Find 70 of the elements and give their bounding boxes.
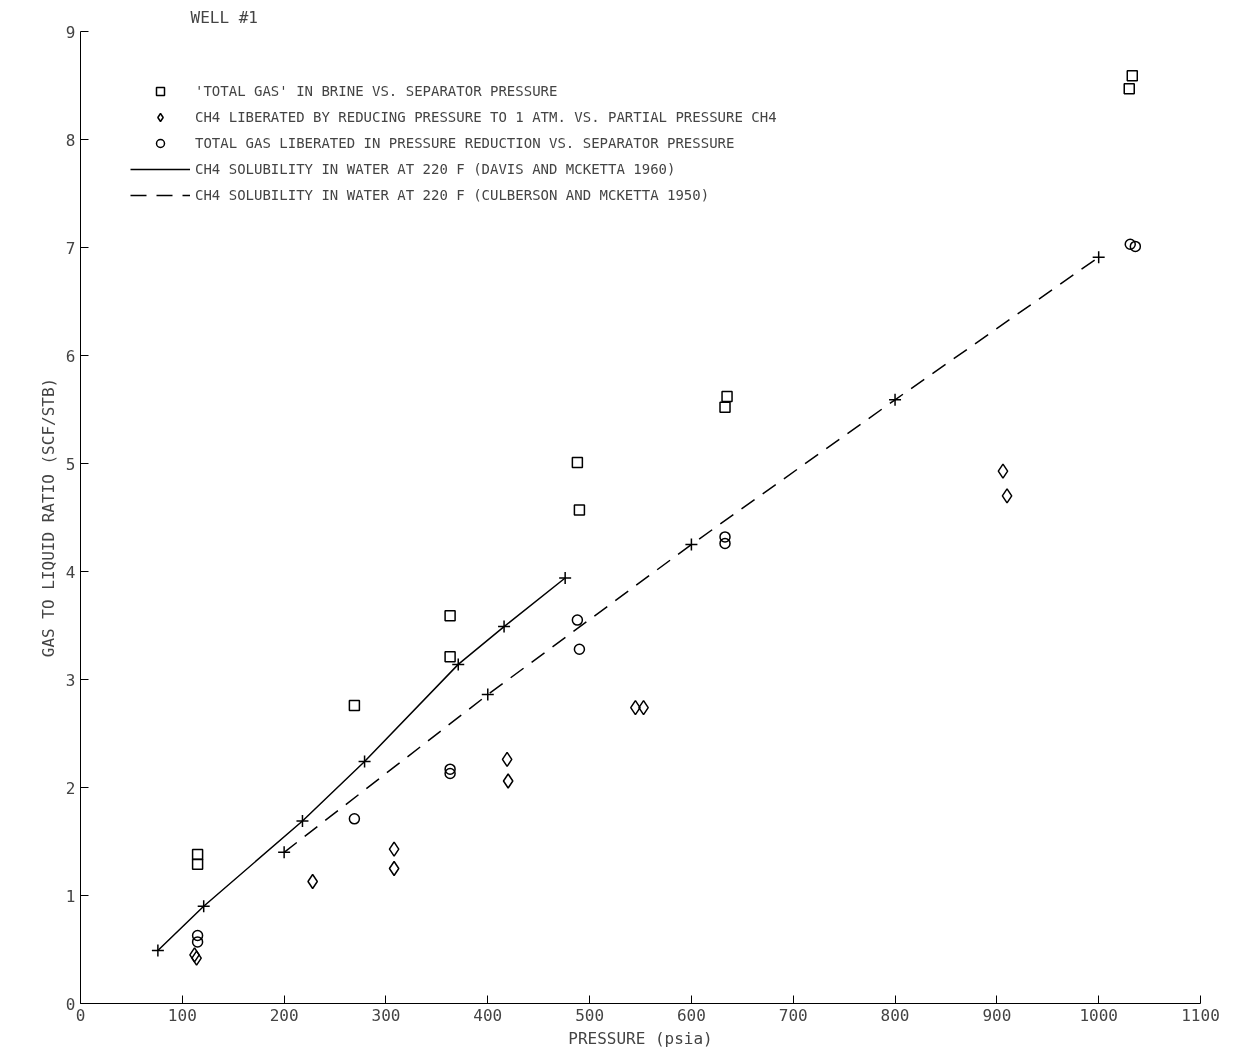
point (451, 657, 465, 672)
legend-label: CH4 LIBERATED BY REDUCING PRESSURE TO 1 ATM. VS. PARTIAL PRESSURE CH4 (195, 109, 777, 125)
point (1123, 82, 1135, 95)
legend-label: CH4 SOLUBILITY IN WATER AT 220 F (DAVIS AND MCKETTA 1960) (195, 161, 676, 177)
legend-label: TOTAL GAS LIBERATED IN PRESSURE REDUCTION VS. SEPARATOR PRESSURE (195, 135, 735, 151)
point (571, 456, 584, 469)
point (558, 571, 572, 585)
point (502, 773, 514, 789)
point (573, 643, 586, 655)
y-tick-label: 4 (65, 562, 76, 582)
chart-title: WELL #1 (190, 7, 258, 27)
y-tick-label: 7 (65, 238, 76, 258)
x-tick-label: 400 (473, 1005, 503, 1025)
point (196, 899, 211, 914)
point (501, 751, 513, 768)
point (348, 813, 361, 825)
point (191, 858, 204, 870)
y-tick-label: 6 (65, 346, 76, 366)
y-tick-label: 5 (65, 454, 76, 474)
point (444, 651, 456, 663)
y-axis-title: GAS TO LIQUID RATIO (SCF/STB) (38, 377, 58, 658)
y-tick-label: 9 (65, 22, 76, 42)
x-tick-label: 100 (167, 1005, 197, 1025)
point (191, 929, 204, 942)
point (191, 848, 204, 861)
y-tick-label: 3 (65, 670, 76, 690)
x-tick-label: 1000 (1079, 1005, 1118, 1025)
point (719, 531, 731, 543)
point (629, 699, 641, 716)
point (388, 860, 400, 877)
legend-label: CH4 SOLUBILITY IN WATER AT 220 F (CULBERSON AND MCKETTA 1950) (195, 187, 710, 203)
y-tick-label: 8 (65, 130, 76, 150)
point (1129, 240, 1142, 253)
legend-label: 'TOTAL GAS' IN BRINE VS. SEPARATOR PRESSURE (195, 83, 558, 99)
y-tick-label: 1 (65, 886, 76, 906)
x-tick-label: 1100 (1181, 1005, 1220, 1025)
point (571, 614, 584, 626)
x-tick-label: 200 (269, 1005, 299, 1025)
point (444, 767, 456, 780)
point (444, 610, 456, 622)
point (307, 873, 319, 890)
point (191, 936, 204, 948)
point (444, 763, 456, 775)
point (481, 687, 495, 702)
point (1124, 238, 1136, 250)
point (1126, 70, 1139, 82)
x-tick-label: 300 (371, 1005, 401, 1025)
point (497, 619, 511, 634)
point (295, 814, 310, 828)
point (1091, 250, 1106, 264)
point (684, 537, 699, 552)
y-tick-label: 2 (65, 778, 76, 798)
x-tick-label: 800 (880, 1005, 910, 1025)
point (1001, 488, 1013, 504)
point (388, 841, 400, 857)
point (721, 390, 733, 403)
point (888, 393, 902, 407)
x-tick-label: 600 (676, 1005, 706, 1025)
x-tick-label: 900 (982, 1005, 1012, 1025)
point (277, 845, 291, 860)
x-tick-label: 500 (575, 1005, 605, 1025)
point (719, 401, 731, 414)
point (151, 943, 165, 958)
x-tick-label: 700 (778, 1005, 808, 1025)
point (573, 504, 586, 516)
point (719, 537, 731, 550)
point (348, 699, 361, 712)
x-axis-title: PRESSURE (psia) (568, 1028, 713, 1048)
point (357, 754, 372, 769)
point (997, 463, 1009, 479)
